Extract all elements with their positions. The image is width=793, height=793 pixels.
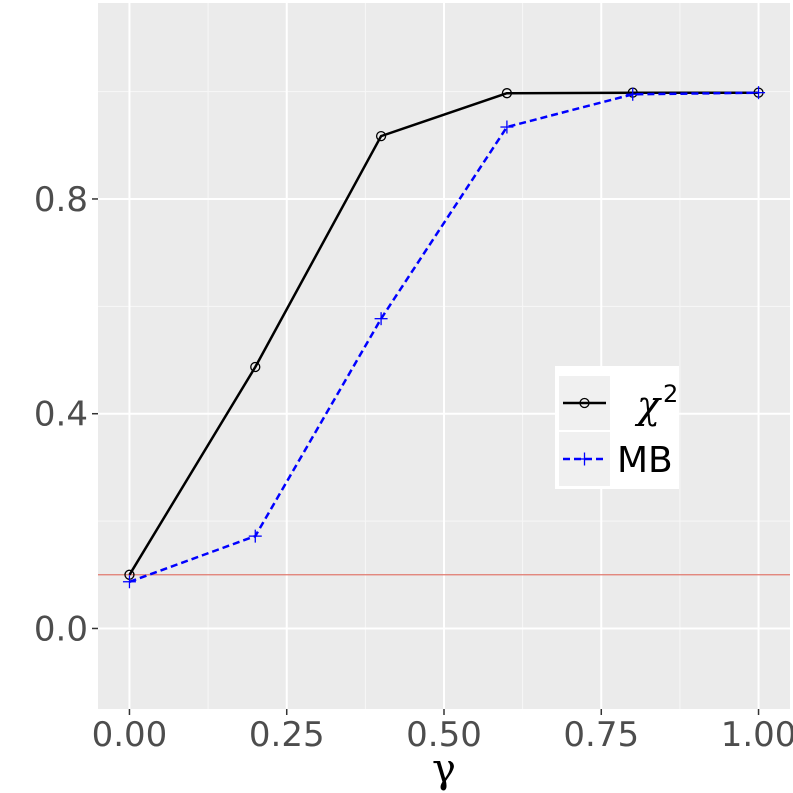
legend-marker-chi2 [579,397,590,409]
series-1-point-5 [752,86,766,100]
series-line-0 [128,91,759,576]
y-tick-label: 0.8 [34,180,88,220]
x-axis-ticks: 0.00 0.25 0.50 0.75 1.00 [92,709,793,755]
series-1-point-4 [626,87,640,101]
x-tick-label: 0.75 [563,715,639,755]
legend-label-mb: MB [617,440,673,481]
x-tick-label: 0.25 [249,715,325,755]
x-tick-label: 0.00 [92,715,168,755]
x-axis-title: γ [432,746,456,792]
y-tick-label: 0.0 [34,609,88,649]
grid-major [98,3,790,709]
series-layer [122,86,766,589]
series-1-point-1 [248,529,262,543]
legend-label-chi2-sup: 2 [663,380,678,408]
series-0-point-3 [501,88,513,99]
series-0-point-2 [375,130,387,142]
legend-marker-mb [578,452,591,466]
y-tick-label: 0.4 [34,395,88,435]
series-1-point-0 [122,575,136,589]
series-1-point-2 [374,312,388,326]
series-1-point-3 [500,120,514,134]
x-tick-label: 1.00 [721,715,793,755]
series-line-1 [129,91,759,583]
series-0-point-1 [250,361,261,373]
x-tick-label: 0.50 [406,715,482,755]
y-axis-ticks: 0.0 0.4 0.8 [34,180,98,649]
legend-label-chi2-base: χ [634,383,662,427]
